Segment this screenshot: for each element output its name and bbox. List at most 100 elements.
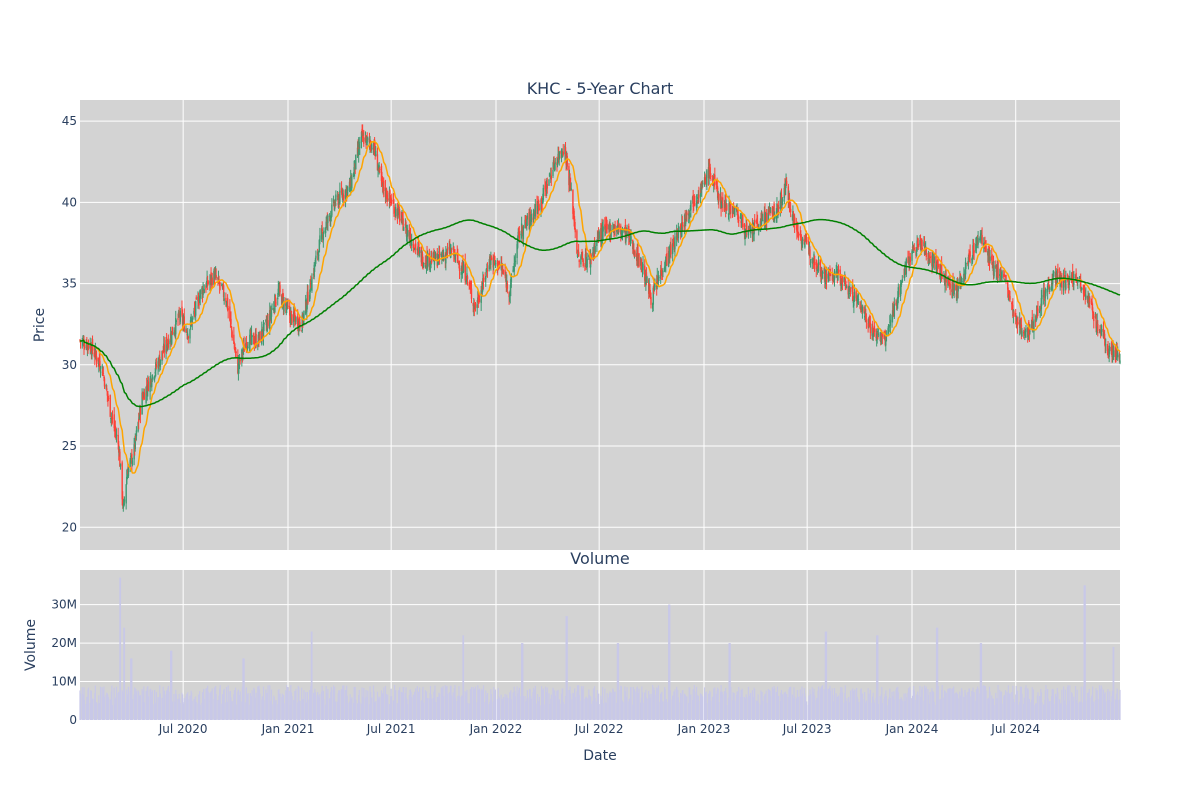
candle-body [390,204,392,206]
candle-body [827,274,829,279]
candle-body [163,344,166,353]
candle-body [964,261,967,275]
candle-body [363,137,365,144]
volume-bar [550,694,552,720]
candle-body [576,255,579,257]
candle-body [179,310,181,322]
candle-body [956,285,958,301]
candle-body [761,214,763,220]
candle-body [464,261,466,281]
volume-bar [469,689,471,720]
candle-body [612,229,614,230]
candle-body [141,392,143,415]
price-y-tick-label: 45 [62,114,77,128]
candle-body [885,341,887,346]
candle-body [121,462,123,500]
candle-body [586,258,588,268]
candle-body [569,184,572,189]
candle-body [796,228,799,232]
volume-bar [1085,700,1087,720]
candle-body [653,288,656,290]
date-x-tick-label: Jan 2024 [885,722,939,736]
volume-bar [478,688,481,720]
candle-body [685,212,688,221]
candle-body [518,228,520,230]
volume-bar [287,687,289,720]
candle-body [1008,293,1011,299]
candle-body [1065,277,1067,290]
candle-body [845,281,847,285]
volume-bar [367,690,369,720]
candle-body [916,242,919,245]
candle-body [153,376,156,380]
candle-body [1117,352,1119,358]
volume-bar [770,695,772,720]
volume-bar [486,692,489,720]
candle-body [381,177,384,186]
candle-body [993,265,995,277]
candle-body [440,253,442,256]
volume-bar [1067,685,1069,720]
candle-body [1041,295,1043,300]
price-chart-title: KHC - 5-Year Chart [527,79,674,98]
candle-body [198,302,200,303]
candle-body [652,303,654,309]
date-x-tick-label: Jan 2021 [261,722,315,736]
volume-y-tick-label: 20M [51,636,77,650]
candle-body [884,331,886,345]
volume-bar [143,702,145,720]
candle-body [331,204,333,216]
candle-body [638,253,640,267]
candle-body [999,274,1002,277]
candle-body [682,224,684,227]
date-x-tick-label: Jul 2021 [366,722,416,736]
volume-bar [656,687,658,720]
candle-body [255,333,257,347]
candle-body [538,201,540,212]
candle-body [1016,317,1018,322]
candle-body [1035,317,1037,321]
volume-bar [630,687,632,720]
candle-body [701,181,703,187]
candle-body [829,274,832,276]
volume-bar [937,627,939,720]
volume-bar [566,616,568,720]
candle-body [885,335,888,342]
volume-bar [331,689,333,720]
candle-body [1108,348,1110,357]
candle-body [732,207,734,213]
candle-body [852,287,854,301]
candle-body [526,215,529,220]
candle-body [602,226,604,232]
candle-body [510,274,513,282]
candle-body [1053,271,1055,273]
candle-body [457,252,459,262]
candle-body [149,377,152,382]
volume-bar [558,699,560,720]
candle-body [261,329,263,345]
candle-body [1033,319,1035,332]
candle-body [379,169,381,170]
candle-body [361,129,364,138]
candle-body [516,237,519,248]
candle-body [561,154,564,156]
candle-body [972,246,975,255]
volume-bar [522,695,524,720]
volume-bar [91,698,94,720]
candle-body [279,285,281,293]
candle-body [880,331,882,345]
candle-body [191,317,193,324]
candle-body [1093,316,1095,322]
candle-body [437,254,440,263]
candle-body [872,334,874,338]
candle-body [135,435,137,439]
candle-body [917,243,919,248]
candle-body [840,279,843,289]
volume-bar [762,700,764,720]
volume-bar [530,698,532,720]
candle-body [225,298,227,303]
candle-body [490,258,492,265]
candle-body [285,308,287,309]
candle-body [1007,289,1010,297]
candle-body [1007,281,1009,290]
